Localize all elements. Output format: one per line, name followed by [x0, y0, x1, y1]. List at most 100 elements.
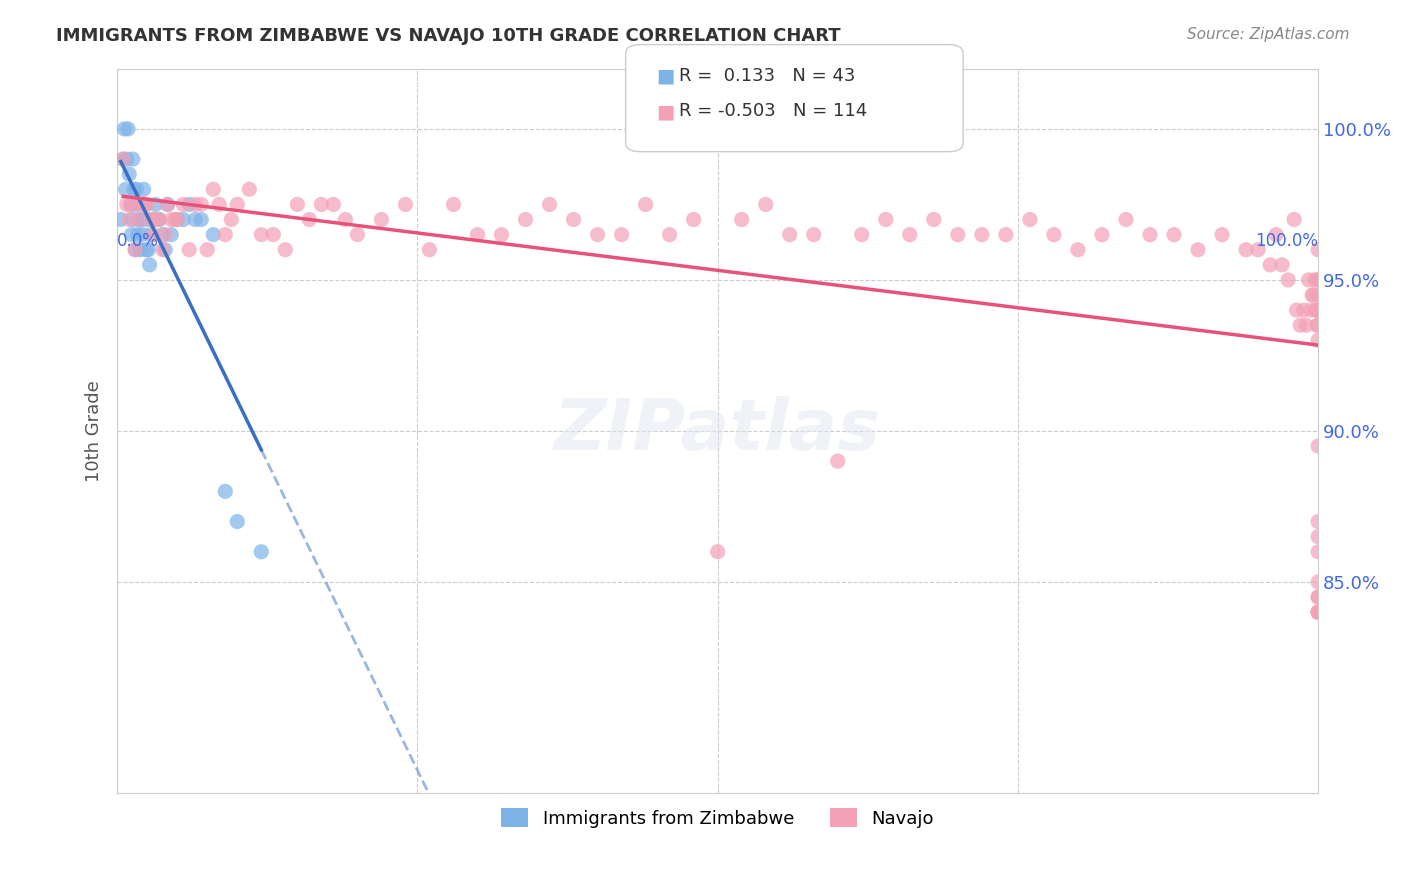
- Point: [148, 212, 170, 227]
- Point: [418, 243, 440, 257]
- Point: [121, 197, 143, 211]
- Point: [1308, 303, 1330, 318]
- Point: [1308, 515, 1330, 529]
- Point: [124, 243, 146, 257]
- Point: [226, 515, 249, 529]
- Point: [1308, 530, 1330, 544]
- Point: [731, 212, 754, 227]
- Point: [110, 212, 132, 227]
- Point: [127, 227, 149, 242]
- Point: [121, 152, 143, 166]
- Point: [152, 243, 174, 257]
- Point: [145, 212, 167, 227]
- Point: [131, 227, 153, 242]
- Point: [135, 243, 157, 257]
- Point: [610, 227, 633, 242]
- Y-axis label: 10th Grade: 10th Grade: [86, 380, 103, 482]
- Text: R =  0.133   N = 43: R = 0.133 N = 43: [679, 67, 855, 85]
- Point: [1305, 303, 1327, 318]
- Point: [250, 545, 273, 559]
- Point: [118, 167, 141, 181]
- Point: [970, 227, 993, 242]
- Point: [491, 227, 513, 242]
- Text: 100.0%: 100.0%: [1256, 232, 1319, 250]
- Point: [156, 197, 179, 211]
- Point: [132, 197, 155, 211]
- Point: [922, 212, 945, 227]
- Point: [125, 197, 148, 211]
- Point: [1115, 212, 1137, 227]
- Point: [129, 212, 152, 227]
- Point: [172, 197, 194, 211]
- Point: [1308, 439, 1330, 453]
- Point: [803, 227, 825, 242]
- Point: [322, 197, 344, 211]
- Point: [658, 227, 681, 242]
- Point: [166, 212, 188, 227]
- Point: [586, 227, 609, 242]
- Point: [634, 197, 657, 211]
- Point: [136, 197, 159, 211]
- Point: [1308, 605, 1330, 619]
- Point: [1308, 590, 1330, 604]
- Point: [1308, 545, 1330, 559]
- Point: [155, 243, 177, 257]
- Point: [1308, 303, 1330, 318]
- Point: [115, 197, 138, 211]
- Point: [1211, 227, 1233, 242]
- Point: [467, 227, 489, 242]
- Point: [163, 212, 186, 227]
- Point: [112, 122, 135, 136]
- Point: [755, 197, 778, 211]
- Point: [214, 484, 236, 499]
- Point: [311, 197, 333, 211]
- Point: [827, 454, 849, 468]
- Point: [121, 212, 143, 227]
- Point: [1277, 273, 1299, 287]
- Point: [562, 212, 585, 227]
- Point: [370, 212, 392, 227]
- Point: [851, 227, 873, 242]
- Point: [142, 212, 165, 227]
- Text: ■: ■: [657, 66, 675, 86]
- Point: [1308, 288, 1330, 302]
- Text: ZIPatlas: ZIPatlas: [554, 396, 882, 466]
- Point: [202, 227, 225, 242]
- Point: [1187, 243, 1209, 257]
- Point: [1308, 590, 1330, 604]
- Point: [779, 227, 801, 242]
- Point: [1308, 303, 1330, 318]
- Point: [118, 212, 141, 227]
- Point: [1303, 273, 1326, 287]
- Point: [138, 243, 160, 257]
- Point: [1019, 212, 1042, 227]
- Point: [128, 212, 150, 227]
- Point: [238, 182, 260, 196]
- Point: [1271, 258, 1294, 272]
- Point: [1163, 227, 1185, 242]
- Point: [1308, 273, 1330, 287]
- Point: [179, 197, 201, 211]
- Point: [208, 197, 231, 211]
- Point: [1308, 303, 1330, 318]
- Point: [274, 243, 297, 257]
- Point: [515, 212, 537, 227]
- Point: [124, 243, 146, 257]
- Point: [1067, 243, 1090, 257]
- Point: [139, 227, 162, 242]
- Point: [125, 182, 148, 196]
- Point: [145, 197, 167, 211]
- Point: [443, 197, 465, 211]
- Point: [214, 227, 236, 242]
- Point: [1289, 318, 1312, 333]
- Point: [1295, 318, 1317, 333]
- Text: R = -0.503   N = 114: R = -0.503 N = 114: [679, 103, 868, 120]
- Point: [142, 227, 165, 242]
- Point: [1265, 227, 1288, 242]
- Point: [1301, 288, 1323, 302]
- Point: [202, 182, 225, 196]
- Point: [1091, 227, 1114, 242]
- Point: [1308, 243, 1330, 257]
- Point: [226, 197, 249, 211]
- Point: [1308, 303, 1330, 318]
